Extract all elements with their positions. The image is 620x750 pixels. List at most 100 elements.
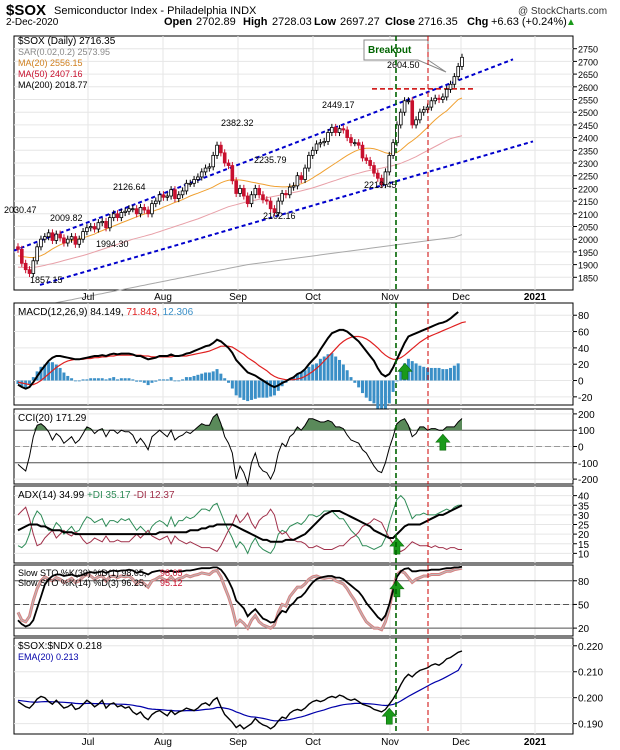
candle-body	[421, 109, 426, 113]
ma20-line	[17, 97, 463, 258]
histogram-bar	[112, 377, 116, 381]
candle-body	[341, 128, 346, 131]
y-tick-label: 60	[578, 328, 590, 339]
histogram-bar	[158, 379, 162, 381]
candle-body	[383, 171, 388, 185]
histogram-bar	[154, 380, 158, 382]
watermark: @ StockCharts.com	[518, 6, 607, 17]
legend-label: $SOX (Daily) 2716.35	[18, 36, 116, 47]
price-annotation: 2604.50	[387, 60, 420, 70]
histogram-bar	[123, 378, 127, 381]
histogram-bar	[81, 379, 85, 381]
candle-body	[85, 227, 89, 232]
y-tick-label: 100	[578, 426, 595, 437]
low-label: Low	[314, 16, 336, 28]
candle-body	[54, 233, 59, 241]
x-tick-label: Nov	[381, 292, 399, 303]
x-tick-label: Dec	[452, 292, 470, 303]
histogram-bar	[353, 380, 357, 383]
candle-body	[268, 200, 273, 210]
up-arrow-icon	[397, 362, 413, 380]
candle-body	[31, 260, 36, 274]
candle-body	[50, 232, 55, 241]
histogram-bar	[357, 380, 361, 388]
candle-body	[222, 152, 227, 164]
candle-body	[39, 238, 43, 248]
histogram-bar	[429, 367, 433, 381]
candle-body	[62, 237, 66, 244]
histogram-bar	[200, 373, 204, 381]
x-tick-label: Jul	[82, 292, 95, 303]
legend-label: CCI(20) 171.29	[18, 413, 87, 424]
histogram-bar	[422, 366, 426, 381]
candle-body	[234, 180, 238, 194]
chg-up-arrow-icon: ▲	[566, 17, 576, 28]
price-annotation: 1994.30	[96, 239, 129, 249]
y-tick-label: 0	[578, 377, 584, 388]
histogram-bar	[211, 371, 215, 381]
candle-body	[199, 171, 204, 178]
panel-frame	[13, 637, 574, 735]
histogram-bar	[138, 380, 142, 382]
histogram-bar	[399, 371, 403, 381]
y-tick-label: 1950	[578, 248, 598, 258]
y-tick-label: 2650	[578, 70, 598, 80]
panel-cci: 200 100 0 -100 -200 CCI(20) 171.29	[13, 408, 598, 486]
candle-body	[314, 143, 319, 151]
candle-body	[391, 142, 395, 156]
y-tick-label: 80	[578, 577, 590, 588]
candle-body	[326, 132, 330, 142]
macd-signal-line	[17, 321, 466, 386]
candle-body	[257, 187, 261, 196]
histogram-bar	[456, 363, 460, 381]
ohlc-summary: Open 2702.89 High 2728.03 Low 2697.27 Cl…	[164, 16, 576, 28]
histogram-bar	[445, 369, 449, 381]
y-tick-label: 40	[578, 492, 590, 503]
histogram-bar	[184, 377, 188, 381]
histogram-bar	[341, 364, 345, 381]
histogram-bar	[410, 361, 414, 381]
trendlines	[13, 58, 534, 286]
candle-body	[448, 83, 453, 90]
candle-body	[115, 213, 120, 219]
panel-legend: Slow STO %K(39) %D(1) 98.05, 98.05 Slow ST…	[18, 568, 183, 588]
x-tick-label: Aug	[154, 737, 172, 748]
histogram-bar	[418, 365, 422, 381]
candle-body	[42, 236, 47, 240]
price-annotation: 2449.17	[322, 100, 355, 110]
candle-body	[460, 56, 464, 67]
histogram-bar	[54, 364, 58, 381]
histogram-bar	[414, 363, 418, 381]
histogram-bar	[142, 380, 146, 383]
candle-body	[180, 190, 185, 196]
candle-body	[437, 97, 441, 100]
y-tick-label: 2600	[578, 83, 598, 93]
panel-legend: MACD(12,26,9) 84.149, 71.843, 12.306	[18, 307, 194, 318]
candle-body	[444, 88, 449, 98]
candle-body	[215, 144, 219, 156]
price-annotation: 2126.64	[113, 182, 146, 192]
legend-label: 95.12	[160, 578, 183, 588]
histogram-bar	[66, 375, 70, 381]
legend-text: ADX(14) 34.99 +DI 35.17 -DI 12.37	[18, 490, 175, 501]
histogram-bar	[383, 380, 387, 411]
y-tick-label: 10	[578, 549, 590, 560]
histogram-bar	[242, 380, 246, 400]
candle-body	[58, 233, 62, 239]
y-tick-label: 2250	[578, 172, 598, 182]
ratio-line	[17, 650, 463, 730]
histogram-bar	[39, 366, 43, 381]
candle-body	[310, 149, 315, 156]
y-tick-label: 2400	[578, 134, 598, 144]
legend-label: MA(200) 2018.77	[18, 80, 88, 90]
candle-body	[211, 154, 216, 168]
x-tick-label: Sep	[229, 737, 247, 748]
y-tick-label: 40	[578, 344, 590, 355]
candle-body	[372, 165, 376, 174]
histogram-bar	[322, 356, 326, 381]
panel-macd: 80 60 40 20 0 -20 MACD(12,26,9) 84.149, 71.843…	[13, 302, 593, 412]
histogram-bar	[391, 380, 395, 392]
